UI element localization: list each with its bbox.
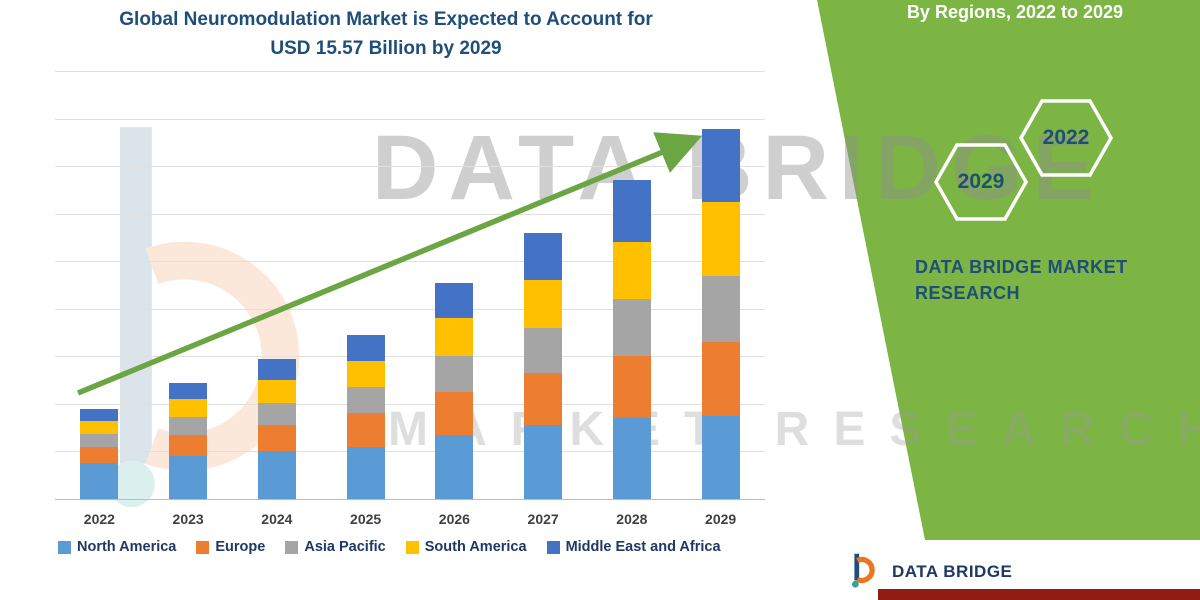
sidebar-brand-line1: DATA BRIDGE MARKET — [915, 257, 1128, 277]
chart-title: Global Neuromodulation Market is Expecte… — [30, 5, 742, 64]
x-axis-label: 2026 — [438, 511, 470, 527]
bar-segment — [169, 382, 208, 400]
bar-segment — [346, 335, 385, 362]
bar-segment — [612, 356, 651, 419]
bar-segment — [701, 201, 740, 276]
legend-swatch-icon — [196, 540, 210, 554]
stacked-bar-2025 — [346, 335, 385, 499]
bar-segment — [524, 232, 563, 281]
bar-segment — [612, 418, 651, 499]
x-axis-label: 2025 — [350, 511, 382, 527]
bar-segment — [257, 451, 296, 499]
bar-segment — [701, 275, 740, 343]
bar-segment — [701, 128, 740, 202]
legend-swatch-icon — [285, 540, 299, 554]
legend-label: Asia Pacific — [304, 539, 386, 555]
stacked-bar-2026 — [435, 282, 474, 499]
legend-label: North America — [77, 539, 177, 555]
stacked-bar-2027 — [524, 232, 563, 499]
data-bridge-logo-icon — [842, 548, 884, 595]
gridline — [55, 261, 765, 263]
hexagon-2022-label: 2022 — [1042, 126, 1090, 149]
bar-segment — [346, 361, 385, 388]
bar-segment — [169, 416, 208, 435]
x-axis-label: 2028 — [616, 511, 648, 527]
gridline — [55, 71, 765, 72]
sidebar-brand-line2: RESEARCH — [915, 283, 1021, 304]
bar-segment — [346, 446, 385, 499]
gridline — [55, 213, 765, 215]
bar-segment — [435, 392, 474, 435]
bar-segment — [435, 282, 474, 319]
x-axis-label: 2023 — [172, 511, 204, 527]
legend-item: South America — [405, 539, 527, 555]
gridline — [55, 118, 765, 120]
bar-segment — [435, 434, 474, 499]
bar-segment — [612, 299, 651, 357]
bar-segment — [346, 387, 385, 414]
hexagon-2029-label: 2029 — [957, 170, 1005, 193]
bar-segment — [524, 373, 563, 426]
chart-title-line1: Global Neuromodulation Market is Expecte… — [119, 9, 653, 30]
bar-segment — [80, 420, 119, 434]
gridline — [55, 308, 765, 310]
stacked-bar-2024 — [257, 358, 296, 499]
gridline — [55, 451, 765, 453]
legend-swatch-icon — [405, 540, 419, 554]
legend-item: Europe — [196, 539, 265, 555]
hexagon-2022: 2022 — [1018, 98, 1114, 178]
legend-label: Europe — [215, 539, 266, 555]
bar-segment — [257, 425, 296, 452]
legend-item: Asia Pacific — [285, 539, 386, 555]
bar-segment — [701, 415, 740, 499]
bar-segment — [169, 456, 208, 499]
chart-legend: North America Europe Asia Pacific South Ame… — [58, 539, 721, 555]
sidebar-brand-text: DATA BRIDGE MARKET RESEARCH — [915, 254, 1155, 306]
bar-segment — [612, 180, 651, 243]
footer-red-bar — [878, 589, 1200, 600]
bar-segment — [257, 402, 296, 426]
legend-swatch-icon — [546, 540, 560, 554]
x-axis-label: 2029 — [705, 511, 737, 527]
legend-label: Middle East and Africa — [565, 539, 721, 555]
bar-segment — [80, 463, 119, 499]
stacked-bar-2029 — [701, 128, 740, 499]
x-axis-label: 2024 — [261, 511, 293, 527]
bar-segment — [169, 434, 208, 457]
x-axis-label: 2027 — [527, 511, 559, 527]
legend-swatch-icon — [58, 540, 71, 554]
legend-item: North America — [58, 539, 176, 555]
plot-area: 2022 2023 2024 2025 2026 2027 2028 2029 — [55, 71, 765, 527]
stacked-bar-2028 — [612, 180, 651, 499]
bar-segment — [257, 358, 296, 381]
bar-segment — [524, 327, 563, 373]
bar-segment — [257, 380, 296, 403]
x-axis-line — [55, 499, 765, 500]
bar-segment — [346, 413, 385, 447]
gridline — [55, 356, 765, 358]
legend-label: South America — [424, 539, 527, 555]
bar-segment — [80, 408, 119, 421]
gridline — [55, 166, 765, 168]
bar-segment — [169, 399, 208, 417]
stacked-bar-2022 — [80, 408, 119, 499]
bar-segment — [701, 342, 740, 416]
legend-item: Middle East and Africa — [546, 539, 721, 555]
bar-segment — [435, 318, 474, 357]
bar-segment — [612, 242, 651, 300]
bar-segment — [80, 433, 119, 447]
hexagon-2029: 2029 — [933, 142, 1029, 222]
chart-title-line2: USD 15.57 Billion by 2029 — [270, 38, 502, 60]
x-axis-label: 2022 — [83, 511, 115, 527]
gridline — [55, 403, 765, 405]
bar-segment — [435, 356, 474, 393]
stacked-bar-2023 — [169, 382, 208, 499]
footer-brand-text: DATA BRIDGE — [892, 561, 1013, 581]
bar-segment — [524, 425, 563, 499]
bar-segment — [80, 446, 119, 464]
bar-segment — [524, 280, 563, 328]
sidebar-heading: By Regions, 2022 to 2029 — [906, 2, 1124, 22]
